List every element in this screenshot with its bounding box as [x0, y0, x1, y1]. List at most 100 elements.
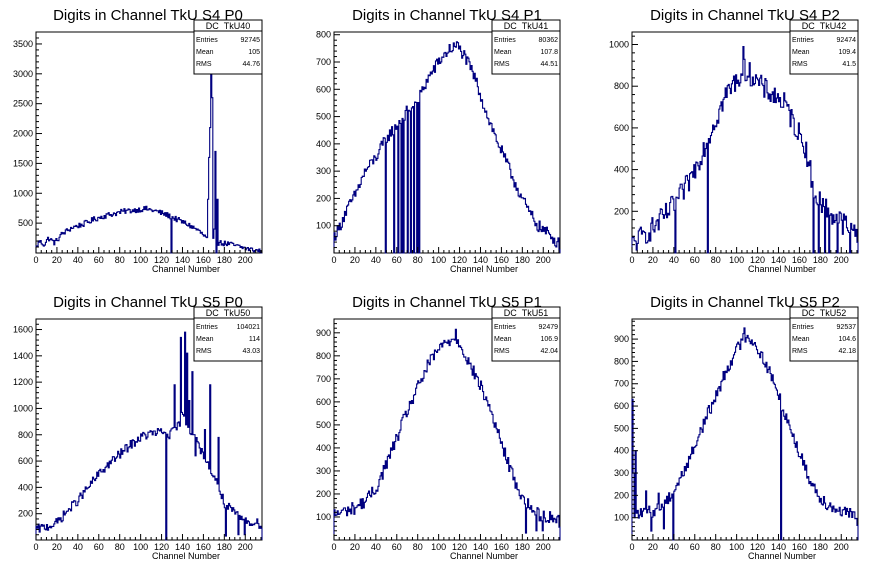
x-tick-label: 100	[133, 255, 148, 265]
stats-box-title: DC_TkU40	[206, 21, 251, 31]
x-tick-label: 100	[133, 542, 148, 552]
x-tick-label: 140	[473, 542, 488, 552]
stats-value-entries: 92479	[539, 324, 559, 331]
x-tick-label: 120	[452, 542, 467, 552]
histogram-line	[35, 331, 263, 541]
x-tick-label: 80	[115, 542, 125, 552]
x-axis-label: Channel Number	[152, 551, 220, 561]
stats-label-rms: RMS	[494, 61, 510, 68]
y-tick-label: 1000	[13, 403, 33, 413]
stats-label-entries: Entries	[792, 37, 814, 44]
stats-box: DC_TkU40 Entries 92745 Mean 105 RMS 44.76	[193, 19, 263, 75]
histogram-panel: Digits in Channel TkU S5 P00 20 40 60 80 100 1…	[13, 294, 263, 561]
x-tick-label: 160	[494, 542, 509, 552]
x-tick-label: 160	[792, 542, 807, 552]
y-tick-label: 900	[316, 328, 331, 338]
histogram-panel: Digits in Channel TkU S5 P20 20 40 60 80 100 1…	[614, 294, 859, 561]
y-tick-label: 100	[614, 513, 629, 523]
x-tick-label: 40	[371, 542, 381, 552]
stats-label-entries: Entries	[196, 37, 218, 44]
x-tick-label: 60	[392, 542, 402, 552]
stats-value-mean: 106.9	[540, 336, 558, 343]
x-tick-label: 180	[515, 255, 530, 265]
x-tick-label: 40	[669, 255, 679, 265]
stats-value-mean: 104.6	[838, 336, 856, 343]
stats-box: DC_TkU42 Entries 92474 Mean 109.4 RMS 41.5	[789, 19, 859, 75]
stats-box-title: DC_TkU52	[802, 308, 847, 318]
x-tick-label: 80	[413, 255, 423, 265]
x-tick-label: 120	[154, 255, 169, 265]
histogram-panel: Digits in Channel TkU S4 P20 20 40 60 80 100 1…	[609, 7, 859, 274]
x-tick-label: 160	[196, 255, 211, 265]
y-tick-label: 800	[18, 430, 33, 440]
x-tick-label: 140	[473, 255, 488, 265]
y-tick-label: 2500	[13, 99, 33, 109]
plot-frame	[631, 31, 859, 254]
x-tick-label: 200	[834, 542, 849, 552]
y-tick-label: 600	[614, 401, 629, 411]
stats-label-mean: Mean	[196, 336, 214, 343]
x-tick-label: 0	[629, 255, 634, 265]
y-tick-label: 400	[18, 482, 33, 492]
x-tick-label: 40	[73, 542, 83, 552]
x-tick-label: 60	[690, 542, 700, 552]
stats-label-rms: RMS	[792, 348, 808, 355]
x-tick-label: 120	[750, 255, 765, 265]
x-tick-label: 80	[711, 255, 721, 265]
y-tick-label: 400	[316, 139, 331, 149]
x-tick-label: 60	[392, 255, 402, 265]
y-tick-label: 700	[614, 379, 629, 389]
stats-value-entries: 80362	[539, 37, 559, 44]
y-tick-label: 500	[316, 112, 331, 122]
y-tick-label: 400	[614, 446, 629, 456]
stats-label-rms: RMS	[196, 348, 212, 355]
x-tick-label: 0	[331, 255, 336, 265]
x-tick-label: 200	[238, 542, 253, 552]
stats-box-title: DC_TkU51	[504, 308, 549, 318]
y-tick-label: 1500	[13, 158, 33, 168]
y-tick-label: 200	[316, 193, 331, 203]
stats-box-title: DC_TkU41	[504, 21, 549, 31]
stats-box-title: DC_TkU50	[206, 308, 251, 318]
histogram-panel: Digits in Channel TkU S5 P10 20 40 60 80 100 1…	[316, 294, 561, 561]
x-tick-label: 60	[94, 542, 104, 552]
stats-label-mean: Mean	[494, 336, 512, 343]
y-tick-label: 200	[316, 489, 331, 499]
y-tick-label: 800	[316, 30, 331, 40]
x-tick-label: 60	[690, 255, 700, 265]
x-tick-label: 0	[629, 542, 634, 552]
y-tick-label: 900	[614, 334, 629, 344]
x-tick-label: 120	[452, 255, 467, 265]
y-tick-label: 700	[316, 374, 331, 384]
y-tick-label: 800	[614, 81, 629, 91]
x-tick-label: 0	[33, 255, 38, 265]
x-tick-label: 180	[217, 255, 232, 265]
stats-label-entries: Entries	[494, 324, 516, 331]
y-tick-label: 700	[316, 57, 331, 67]
x-tick-label: 20	[648, 255, 658, 265]
y-tick-label: 600	[316, 397, 331, 407]
x-tick-label: 0	[33, 542, 38, 552]
x-axis-label: Channel Number	[450, 551, 518, 561]
stats-value-entries: 104021	[237, 324, 260, 331]
y-tick-label: 200	[18, 509, 33, 519]
x-tick-label: 40	[371, 255, 381, 265]
x-tick-label: 20	[52, 255, 62, 265]
plot-frame	[333, 31, 561, 254]
y-tick-label: 600	[316, 84, 331, 94]
x-tick-label: 120	[154, 542, 169, 552]
x-tick-label: 20	[350, 542, 360, 552]
x-tick-label: 200	[536, 542, 551, 552]
histogram-line	[631, 327, 859, 541]
y-tick-label: 3000	[13, 69, 33, 79]
stats-value-mean: 109.4	[838, 49, 856, 56]
stats-label-rms: RMS	[792, 61, 808, 68]
x-tick-label: 180	[813, 255, 828, 265]
y-tick-label: 300	[316, 166, 331, 176]
x-tick-label: 140	[771, 255, 786, 265]
y-tick-label: 800	[614, 356, 629, 366]
stats-value-rms: 42.18	[838, 348, 856, 355]
y-tick-label: 500	[614, 423, 629, 433]
histogram-panel: Digits in Channel TkU S4 P10 20 40 60 80 100 1…	[316, 7, 561, 274]
